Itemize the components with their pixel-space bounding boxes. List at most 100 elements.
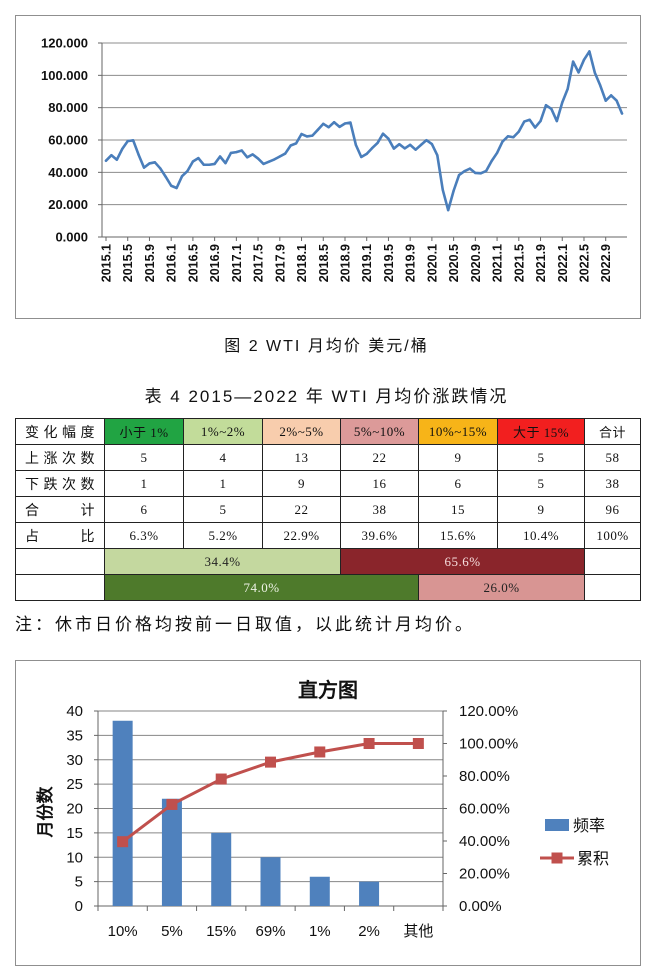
price-point — [267, 160, 271, 163]
y-tick-label: 120.000 — [41, 36, 88, 51]
price-point — [414, 148, 417, 151]
share-group-row-2: 74.0% 26.0% — [15, 574, 641, 601]
price-point — [148, 162, 151, 165]
x-tick-label: 2021.9 — [534, 244, 548, 282]
y-tick-label: 0 — [75, 898, 83, 915]
price-point — [550, 107, 553, 111]
header-cell: 1%~2% — [183, 418, 263, 445]
cumulative-point — [363, 738, 375, 749]
price-point — [273, 158, 276, 161]
price-point — [142, 166, 146, 169]
x-tick-label: 2022.5 — [577, 244, 591, 282]
table-row-rises: 上涨次数 5 4 13 22 9 5 58 — [15, 444, 641, 471]
legend-label-frequency: 频率 — [573, 817, 605, 835]
table-row-share: 占比 6.3% 5.2% 22.9% 39.6% 15.6% 10.4% 100… — [15, 522, 641, 549]
price-point — [381, 132, 385, 135]
price-point — [159, 167, 162, 170]
x-tick-label: 2016.1 — [165, 244, 179, 282]
price-point — [392, 147, 396, 150]
chart-frame — [15, 15, 641, 319]
price-point — [506, 135, 510, 138]
x-tick-label: 2016.5 — [186, 244, 200, 282]
price-point — [153, 161, 157, 164]
price-point — [561, 101, 564, 104]
table-cell: 5 — [497, 470, 585, 497]
price-point — [452, 189, 455, 192]
frequency-bar — [359, 881, 380, 906]
price-point — [311, 134, 314, 137]
price-point — [533, 126, 537, 129]
price-point — [620, 112, 624, 115]
price-point — [365, 152, 368, 156]
price-point — [468, 167, 472, 170]
price-point — [593, 71, 597, 74]
header-label: 变化幅度 — [25, 425, 95, 441]
x-tick-label: 2019.9 — [404, 244, 418, 282]
price-change-table: 变化幅度 小于 1% 1%~2% 2%~5% 5%~10% 10%~15% 大于… — [15, 418, 641, 601]
y-tick-label: 40 — [66, 703, 83, 720]
price-point — [457, 173, 461, 177]
x-tick-label: 2020.5 — [447, 244, 461, 282]
x-tick-label: 2022.1 — [556, 244, 570, 282]
price-point — [191, 160, 195, 163]
x-tick-label: 2020.1 — [425, 244, 439, 282]
x-tick-label: 2018.9 — [338, 244, 352, 282]
x-tick-label: 2015.1 — [100, 244, 114, 282]
price-point — [517, 130, 520, 133]
table-cell: 22.9% — [262, 522, 341, 549]
header-cell: 大于 15% — [497, 418, 585, 445]
y-tick-label: 25 — [66, 776, 83, 793]
price-point — [370, 146, 374, 150]
x-tick-label: 2017.9 — [273, 244, 287, 282]
price-point — [251, 153, 254, 156]
price-point — [544, 104, 548, 107]
cumulative-point — [215, 773, 227, 785]
legend-marker-cumulative — [551, 852, 563, 864]
price-point — [229, 151, 233, 155]
table-cell: 6 — [418, 470, 498, 497]
price-point — [126, 139, 129, 143]
price-point — [615, 99, 618, 102]
share-group-cell: 34.4% — [104, 548, 341, 575]
y2-tick-label: 40.00% — [459, 833, 510, 850]
empty-cell — [584, 574, 641, 601]
price-point — [555, 119, 559, 123]
price-point — [430, 142, 434, 146]
x-tick-label: 2017.1 — [230, 244, 244, 282]
price-point — [202, 163, 205, 166]
price-point — [446, 208, 450, 212]
frequency-bar — [260, 857, 281, 906]
cumulative-point — [412, 738, 424, 749]
price-point — [115, 158, 119, 161]
y2-tick-label: 80.00% — [459, 768, 510, 785]
header-cell: 变化幅度 — [15, 418, 105, 445]
row-label: 上涨次数 — [25, 451, 95, 467]
histogram-chart: 直方图 0 5 10 15 20 25 30 35 40 0.00% 20.00% 40.00% 60.0… — [15, 660, 641, 966]
price-point — [387, 137, 390, 140]
cumulative-point — [265, 756, 276, 768]
table-cell: 6 — [104, 496, 184, 523]
row-label: 下跌次数 — [25, 477, 95, 493]
price-point — [441, 188, 444, 191]
table-cell: 96 — [584, 496, 641, 523]
price-point — [571, 60, 575, 63]
empty-cell — [584, 548, 641, 575]
price-point — [137, 153, 140, 156]
wti-monthly-price-chart: 0.000 20.000 40.000 60.000 80.000 100.000 120.… — [15, 15, 641, 319]
price-point — [479, 172, 482, 175]
table-note: 注：休市日价格均按前一日取值，以此统计月均价。 — [15, 615, 475, 634]
table-cell: 5 — [497, 444, 585, 471]
header-cell: 5%~10% — [340, 418, 419, 445]
figure-caption: 图 2 WTI 月均价 美元/桶 — [224, 338, 429, 355]
table-cell: 39.6% — [340, 522, 419, 549]
y-tick-label: 40.000 — [48, 165, 88, 180]
price-point — [262, 162, 265, 166]
wti-price-line — [104, 50, 624, 212]
y2-tick-label: 20.00% — [459, 866, 510, 883]
cumulative-point — [117, 836, 129, 848]
price-point — [180, 175, 184, 178]
price-point — [501, 140, 504, 143]
price-point — [566, 87, 569, 91]
price-point — [316, 128, 320, 132]
